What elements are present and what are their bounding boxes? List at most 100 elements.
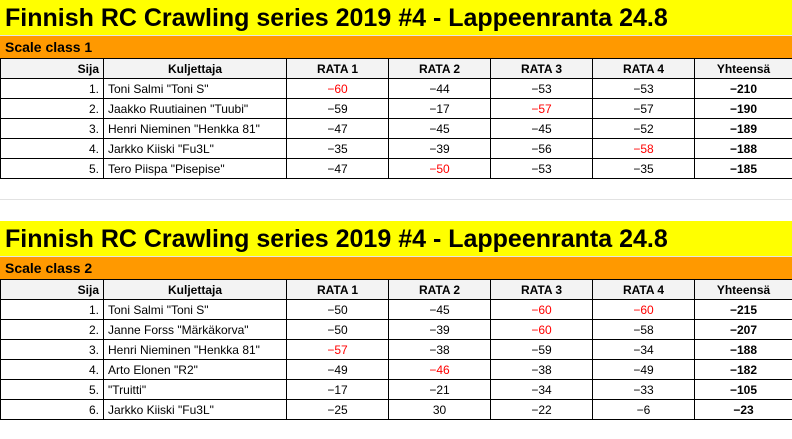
total-cell[interactable]: −210 [694,78,792,99]
rata-2-cell[interactable]: −44 [388,78,491,99]
rata-1-cell[interactable]: −57 [286,339,389,360]
rata-1-cell[interactable]: −50 [286,299,389,320]
header-kuljettaja[interactable]: Kuljettaja [103,58,287,79]
rata-2-cell[interactable]: −38 [388,339,491,360]
rata-4-cell[interactable]: −53 [592,78,695,99]
position-cell[interactable]: 1. [0,299,104,320]
rata-2-cell[interactable]: −46 [388,359,491,380]
position-cell[interactable]: 4. [0,359,104,380]
rata-3-cell[interactable]: −60 [490,319,593,340]
total-cell[interactable]: −188 [694,339,792,360]
driver-cell[interactable]: Jaakko Ruutiainen "Tuubi" [103,98,287,119]
rata-3-cell[interactable]: −53 [490,158,593,179]
total-cell[interactable]: −23 [694,399,792,420]
rata-1-cell[interactable]: −50 [286,319,389,340]
header-rata-1[interactable]: RATA 1 [286,58,389,79]
rata-4-cell[interactable]: −33 [592,379,695,400]
header-rata-2[interactable]: RATA 2 [388,279,491,300]
header-yhteensa[interactable]: Yhteensä [694,279,792,300]
section-2-title[interactable]: Finnish RC Crawling series 2019 #4 - Lap… [0,221,792,257]
rata-2-cell[interactable]: −45 [388,299,491,320]
total-cell[interactable]: −189 [694,118,792,139]
table-row: 3. Henri Nieminen "Henkka 81" −57 −38 −59 −34… [0,339,792,360]
section-1-table-body: Sija Kuljettaja RATA 1 RATA 2 RATA 3 RAT… [0,58,792,179]
total-cell[interactable]: −105 [694,379,792,400]
rata-1-cell[interactable]: −25 [286,399,389,420]
rata-3-cell[interactable]: −38 [490,359,593,380]
position-cell[interactable]: 1. [0,78,104,99]
total-cell[interactable]: −188 [694,138,792,159]
rata-2-cell[interactable]: −39 [388,319,491,340]
header-rata-4[interactable]: RATA 4 [592,279,695,300]
header-rata-2[interactable]: RATA 2 [388,58,491,79]
position-cell[interactable]: 4. [0,138,104,159]
driver-cell[interactable]: Jarkko Kiiski "Fu3L" [103,138,287,159]
rata-4-cell[interactable]: −49 [592,359,695,380]
rata-4-cell[interactable]: −60 [592,299,695,320]
section-1-title[interactable]: Finnish RC Crawling series 2019 #4 - Lap… [0,0,792,36]
rata-1-cell[interactable]: −49 [286,359,389,380]
rata-4-cell[interactable]: −58 [592,138,695,159]
header-yhteensa[interactable]: Yhteensä [694,58,792,79]
rata-4-cell[interactable]: −34 [592,339,695,360]
rata-3-cell[interactable]: −60 [490,299,593,320]
rata-2-cell[interactable]: −45 [388,118,491,139]
total-cell[interactable]: −207 [694,319,792,340]
rata-1-cell[interactable]: −59 [286,98,389,119]
driver-cell[interactable]: Tero Piispa "Pisepise" [103,158,287,179]
rata-2-cell[interactable]: −17 [388,98,491,119]
total-cell[interactable]: −182 [694,359,792,380]
table-row: 4. Jarkko Kiiski "Fu3L" −35 −39 −56 −58 −188 [0,138,792,159]
driver-cell[interactable]: "Truitti" [103,379,287,400]
rata-1-cell[interactable]: −60 [286,78,389,99]
position-cell[interactable]: 5. [0,158,104,179]
rata-1-cell[interactable]: −17 [286,379,389,400]
rata-4-cell[interactable]: −58 [592,319,695,340]
total-cell[interactable]: −190 [694,98,792,119]
rata-2-cell[interactable]: −39 [388,138,491,159]
position-cell[interactable]: 3. [0,339,104,360]
position-cell[interactable]: 5. [0,379,104,400]
driver-cell[interactable]: Janne Forss "Märkäkorva" [103,319,287,340]
header-kuljettaja[interactable]: Kuljettaja [103,279,287,300]
rata-3-cell[interactable]: −53 [490,78,593,99]
rata-2-cell[interactable]: 30 [388,399,491,420]
driver-cell[interactable]: Henri Nieminen "Henkka 81" [103,339,287,360]
rata-3-cell[interactable]: −22 [490,399,593,420]
rata-1-cell[interactable]: −47 [286,118,389,139]
rata-1-cell[interactable]: −35 [286,138,389,159]
rata-2-cell[interactable]: −21 [388,379,491,400]
position-cell[interactable]: 3. [0,118,104,139]
driver-cell[interactable]: Arto Elonen "R2" [103,359,287,380]
header-sija[interactable]: Sija [0,58,104,79]
position-cell[interactable]: 6. [0,399,104,420]
rata-4-cell[interactable]: −52 [592,118,695,139]
section-2-class-label[interactable]: Scale class 2 [0,257,792,279]
rata-3-cell[interactable]: −45 [490,118,593,139]
rata-4-cell[interactable]: −57 [592,98,695,119]
header-row: Sija Kuljettaja RATA 1 RATA 2 RATA 3 RAT… [0,279,792,300]
rata-1-cell[interactable]: −47 [286,158,389,179]
driver-cell[interactable]: Henri Nieminen "Henkka 81" [103,118,287,139]
header-row: Sija Kuljettaja RATA 1 RATA 2 RATA 3 RAT… [0,58,792,79]
driver-cell[interactable]: Toni Salmi "Toni S" [103,299,287,320]
total-cell[interactable]: −185 [694,158,792,179]
header-rata-3[interactable]: RATA 3 [490,58,593,79]
rata-4-cell[interactable]: −6 [592,399,695,420]
header-sija[interactable]: Sija [0,279,104,300]
rata-3-cell[interactable]: −34 [490,379,593,400]
rata-4-cell[interactable]: −35 [592,158,695,179]
header-rata-3[interactable]: RATA 3 [490,279,593,300]
position-cell[interactable]: 2. [0,98,104,119]
header-rata-1[interactable]: RATA 1 [286,279,389,300]
section-1-class-label[interactable]: Scale class 1 [0,36,792,58]
header-rata-4[interactable]: RATA 4 [592,58,695,79]
position-cell[interactable]: 2. [0,319,104,340]
rata-2-cell[interactable]: −50 [388,158,491,179]
driver-cell[interactable]: Jarkko Kiiski "Fu3L" [103,399,287,420]
driver-cell[interactable]: Toni Salmi "Toni S" [103,78,287,99]
rata-3-cell[interactable]: −59 [490,339,593,360]
total-cell[interactable]: −215 [694,299,792,320]
rata-3-cell[interactable]: −57 [490,98,593,119]
rata-3-cell[interactable]: −56 [490,138,593,159]
